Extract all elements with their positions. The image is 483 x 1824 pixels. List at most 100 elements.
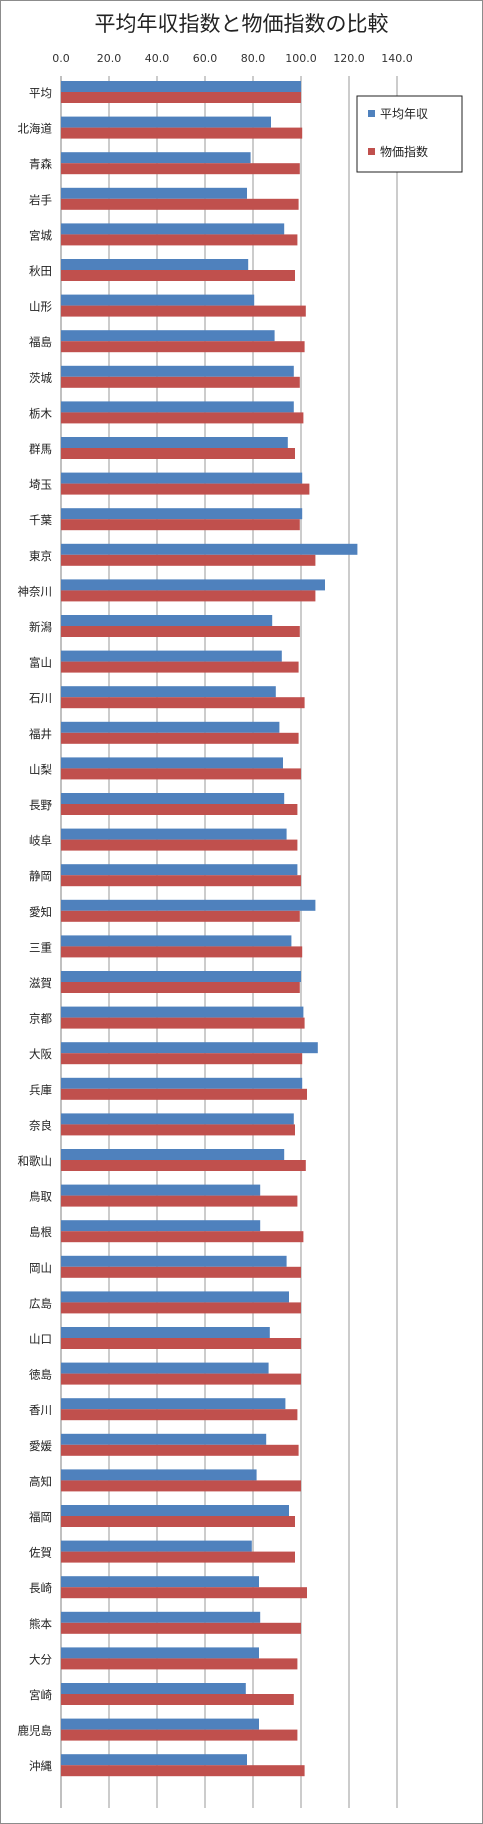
bar-income (61, 615, 273, 626)
category-label: 新潟 (29, 620, 52, 634)
category-label: 福岡 (29, 1510, 52, 1524)
bar-price (61, 127, 303, 139)
category-label: 岩手 (29, 193, 52, 207)
bar-price (61, 804, 298, 815)
category-label: 神奈川 (18, 584, 53, 598)
bar-income (61, 330, 275, 342)
bar-price (61, 1658, 298, 1670)
category-label: 山梨 (29, 762, 52, 776)
category-label: 三重 (29, 940, 52, 954)
bar-price (61, 982, 300, 993)
bar-price (61, 163, 300, 175)
chart-title: 平均年収指数と物価指数の比較 (94, 12, 389, 36)
bar-price (61, 1765, 305, 1777)
bar-income (61, 1077, 303, 1089)
bar-price (61, 1124, 295, 1136)
bar-price (61, 234, 298, 246)
category-label: 島根 (29, 1225, 52, 1239)
bar-income (61, 294, 255, 306)
bar-income (61, 1291, 289, 1303)
bar-price (61, 1266, 301, 1278)
category-label: 和歌山 (18, 1154, 53, 1168)
category-label: 平均 (29, 86, 52, 100)
bar-price (61, 839, 298, 851)
category-label: 熊本 (29, 1617, 52, 1631)
bar-price (61, 1053, 303, 1065)
bar-income (61, 1754, 247, 1766)
bar-price (61, 1551, 295, 1563)
bar-price (61, 92, 301, 103)
legend-box (356, 95, 463, 173)
bar-income (61, 187, 247, 199)
bar-price (61, 1017, 305, 1029)
category-label: 佐賀 (29, 1546, 52, 1560)
bar-price (61, 1587, 307, 1599)
bar-income (61, 365, 294, 377)
bar-price (61, 341, 305, 353)
bar-price (61, 1338, 301, 1349)
bar-price (61, 1480, 301, 1492)
bar-price (61, 1088, 307, 1100)
category-label: 滋賀 (29, 976, 52, 990)
bar-price (61, 626, 300, 637)
category-label: 福島 (29, 335, 52, 349)
bar-income (61, 1042, 318, 1054)
category-label: 千葉 (29, 513, 52, 527)
category-label: 北海道 (18, 122, 53, 136)
category-label: 富山 (29, 656, 52, 670)
category-label: 石川 (29, 691, 52, 705)
bar-income (61, 650, 282, 662)
bar-price (61, 198, 299, 210)
bar-price (61, 1231, 304, 1243)
bar-income (61, 116, 271, 128)
bar-price (61, 590, 316, 602)
bar-price (61, 875, 301, 887)
bar-price (61, 1409, 298, 1421)
category-label: 鹿児島 (18, 1724, 53, 1738)
bar-price (61, 305, 306, 317)
bar-price (61, 910, 300, 922)
category-label: 長崎 (29, 1581, 52, 1595)
bar-income (61, 864, 298, 876)
category-label: 青森 (29, 157, 52, 171)
category-label: 鳥取 (29, 1190, 52, 1204)
legend-swatch (368, 110, 375, 117)
category-label: 京都 (29, 1012, 52, 1026)
bar-price (61, 661, 299, 673)
x-tick-label: 80.0 (241, 52, 266, 65)
bar-income (61, 1149, 285, 1160)
bar-price (61, 554, 316, 566)
category-label: 愛媛 (29, 1439, 52, 1453)
category-label: 長野 (29, 798, 52, 812)
bar-price (61, 376, 300, 388)
bar-income (61, 757, 283, 769)
bar-price (61, 946, 303, 958)
category-label: 香川 (29, 1403, 52, 1417)
x-tick-label: 40.0 (145, 52, 170, 65)
bar-income (61, 1683, 246, 1694)
x-tick-label: 120.0 (333, 52, 365, 65)
bar-price (61, 1302, 301, 1314)
x-tick-label: 0.0 (52, 52, 70, 65)
bar-income (61, 1469, 257, 1481)
legend-label: 物価指数 (380, 144, 428, 159)
category-label: 兵庫 (29, 1083, 52, 1097)
category-label: 宮崎 (29, 1688, 52, 1702)
bar-price (61, 448, 295, 459)
bar-income (61, 1611, 261, 1623)
category-label: 岐阜 (29, 834, 52, 848)
bar-income (61, 828, 287, 840)
bar-price (61, 1195, 298, 1207)
bar-income (61, 1398, 286, 1410)
category-label: 宮城 (29, 228, 52, 242)
bar-price (61, 697, 305, 709)
bar-price (61, 270, 295, 281)
bar-income (61, 81, 301, 92)
bar-income (61, 401, 294, 413)
bar-income (61, 579, 325, 591)
bar-price (61, 768, 301, 780)
bars (61, 81, 358, 1777)
x-axis-ticks: 0.0 20.0 40.0 60.0 80.0 100.0 120.0 140.0 (52, 52, 413, 65)
